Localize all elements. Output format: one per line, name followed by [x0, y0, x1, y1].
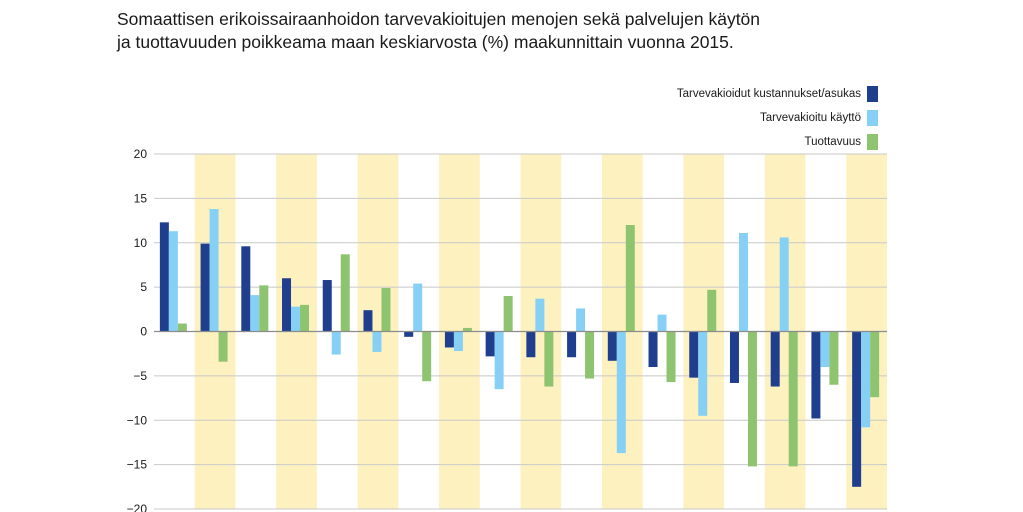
chart-title: Somaattisen erikoissairaanhoidon tarveva…	[117, 8, 917, 54]
bar-s3-c5	[340, 254, 350, 332]
bar-s3-c9	[503, 296, 513, 332]
bar-s3-c1	[177, 323, 187, 332]
y-tick-label-3: 5	[140, 280, 147, 294]
bar-s2-c1	[168, 231, 178, 332]
bar-s2-c16	[779, 237, 789, 332]
bar-s3-c4	[300, 304, 310, 332]
bar-s2-c17	[820, 331, 830, 367]
legend-item-productivity: Tuottavuus	[677, 130, 878, 154]
chart-title-line-2: ja tuottavuuden poikkeama maan keskiarvo…	[117, 32, 734, 52]
bar-s1-c4	[282, 278, 292, 332]
legend: Tarvevakioidut kustannukset/asukas Tarve…	[677, 82, 878, 154]
bar-s3-c18	[870, 331, 880, 398]
legend-swatch-productivity	[867, 134, 878, 150]
bar-s1-c14	[689, 331, 699, 378]
y-tick-label-7: −15	[127, 458, 148, 472]
legend-item-usage: Tarvevakioitu käyttö	[677, 106, 878, 130]
y-tick-label-4: 0	[140, 325, 147, 339]
bar-s3-c12	[625, 225, 635, 332]
bar-s2-c5	[331, 331, 341, 355]
bar-s3-c3	[259, 285, 269, 332]
bar-s2-c7	[413, 283, 423, 332]
bar-s3-c15	[747, 331, 757, 467]
bar-s1-c17	[811, 331, 821, 419]
y-tick-label-2: 10	[134, 236, 148, 250]
bar-s3-c10	[544, 331, 554, 387]
bar-s2-c15	[738, 232, 748, 332]
bar-s2-c14	[698, 331, 708, 416]
bar-s2-c11	[576, 308, 586, 332]
bar-s1-c6	[363, 310, 373, 332]
bar-s2-c2	[209, 209, 219, 332]
chart-title-line-1: Somaattisen erikoissairaanhoidon tarveva…	[117, 9, 761, 29]
legend-swatch-usage	[867, 110, 878, 126]
bars	[159, 209, 880, 487]
bar-s2-c12	[616, 331, 626, 454]
bar-s2-c18	[861, 331, 871, 428]
bar-s3-c7	[422, 331, 432, 382]
bar-s2-c4	[291, 306, 301, 332]
bar-s2-c3	[250, 295, 260, 332]
bar-s1-c12	[607, 331, 617, 361]
legend-swatch-costs	[867, 86, 878, 102]
bar-s1-c5	[322, 280, 332, 332]
bar-s3-c2	[218, 331, 228, 362]
legend-item-costs: Tarvevakioidut kustannukset/asukas	[677, 82, 878, 106]
bar-s3-c13	[666, 331, 676, 383]
bar-s3-c6	[381, 288, 391, 332]
bar-s1-c2	[200, 243, 210, 332]
y-tick-label-6: −10	[127, 413, 148, 427]
legend-label-productivity: Tuottavuus	[804, 136, 861, 148]
legend-label-costs: Tarvevakioidut kustannukset/asukas	[676, 88, 861, 100]
legend-label-usage: Tarvevakioitu käyttö	[760, 112, 861, 124]
bar-s1-c10	[526, 331, 536, 358]
bar-s3-c14	[707, 289, 717, 332]
bar-s1-c13	[648, 331, 658, 367]
bar-s3-c8	[462, 327, 472, 332]
bar-s1-c15	[729, 331, 739, 383]
bar-s1-c1	[159, 222, 169, 332]
bar-s1-c3	[241, 246, 251, 332]
y-tick-label-1: 15	[134, 191, 148, 205]
bar-s1-c9	[485, 331, 495, 357]
gridlines	[154, 153, 887, 510]
bar-s1-c7	[404, 331, 414, 337]
bar-s1-c11	[567, 331, 577, 358]
bar-s2-c6	[372, 331, 382, 352]
y-axis-ticks: 20 15 10 5 0 −5 −10 −15 −20	[127, 147, 148, 512]
bar-s2-c8	[453, 331, 463, 352]
bar-s1-c18	[852, 331, 862, 487]
y-tick-label-8: −20	[127, 502, 148, 512]
bar-s1-c16	[770, 331, 780, 387]
bar-s2-c9	[494, 331, 504, 390]
bar-s1-c8	[444, 331, 454, 348]
bar-s2-c13	[657, 314, 667, 332]
bar-s3-c16	[788, 331, 798, 467]
bar-s3-c11	[585, 331, 595, 379]
y-tick-label-0: 20	[134, 147, 148, 161]
y-tick-label-5: −5	[133, 369, 147, 383]
bar-s2-c10	[535, 298, 545, 332]
bar-s3-c17	[829, 331, 839, 385]
